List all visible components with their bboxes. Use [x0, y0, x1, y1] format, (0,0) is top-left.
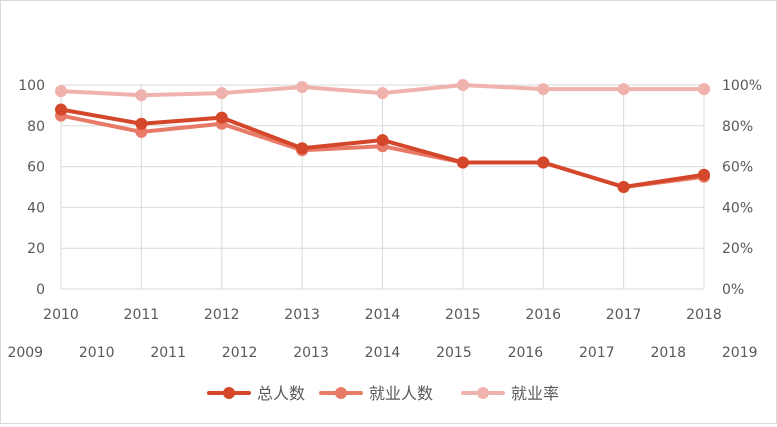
x-primary-tick-label: 2010 — [43, 307, 79, 323]
x-secondary-tick-label: 2016 — [508, 345, 544, 361]
x-primary-tick-label: 2011 — [124, 307, 160, 323]
x-secondary-tick-label: 2010 — [79, 345, 115, 361]
data-point — [215, 111, 228, 124]
y-left-tick-label: 60 — [27, 160, 45, 176]
x-primary-tick-label: 2015 — [445, 307, 481, 323]
data-point — [376, 87, 389, 100]
x-secondary-tick-label: 2019 — [722, 345, 758, 361]
y-left-tick-label: 80 — [27, 119, 45, 135]
data-point — [617, 83, 630, 96]
x-primary-tick-label: 2017 — [606, 307, 642, 323]
legend-marker — [335, 387, 347, 399]
y-left-tick-label: 0 — [36, 282, 45, 298]
data-point — [376, 134, 389, 147]
data-point — [456, 79, 469, 91]
legend-marker — [223, 387, 235, 399]
data-point — [296, 142, 309, 155]
x-primary-tick-label: 2013 — [284, 307, 320, 323]
y-right-tick-label: 20% — [722, 241, 753, 257]
y-right-tick-label: 40% — [722, 200, 753, 216]
x-secondary-tick-label: 2017 — [579, 345, 615, 361]
y-right-tick-label: 100% — [722, 78, 762, 94]
data-point — [55, 103, 67, 116]
x-secondary-tick-label: 2009 — [7, 345, 43, 361]
data-point — [537, 156, 550, 169]
y-left-tick-label: 40 — [27, 200, 45, 216]
x-primary-tick-label: 2014 — [365, 307, 401, 323]
data-point — [215, 87, 228, 100]
legend-marker — [477, 387, 489, 399]
x-primary-tick-label: 2012 — [204, 307, 240, 323]
x-secondary-tick-label: 2011 — [150, 345, 186, 361]
data-point — [537, 83, 550, 96]
data-point — [135, 117, 148, 130]
y-left-tick-label: 20 — [27, 241, 45, 257]
legend-label: 就业率 — [511, 384, 559, 403]
data-point — [698, 83, 710, 96]
x-primary-tick-label: 2018 — [686, 307, 722, 323]
y-right-tick-label: 60% — [722, 160, 753, 176]
data-point — [698, 168, 710, 181]
data-point — [617, 181, 630, 193]
data-point — [456, 156, 469, 169]
x-secondary-tick-label: 2015 — [436, 345, 472, 361]
data-point — [55, 85, 67, 98]
x-secondary-tick-label: 2018 — [650, 345, 686, 361]
legend-label: 总人数 — [257, 384, 305, 403]
y-left-tick-label: 100 — [18, 78, 45, 94]
data-point — [135, 89, 148, 102]
y-right-tick-label: 0% — [722, 282, 744, 298]
y-right-tick-label: 80% — [722, 119, 753, 135]
x-secondary-tick-label: 2012 — [222, 345, 258, 361]
data-point — [296, 81, 309, 94]
x-secondary-tick-label: 2014 — [365, 345, 401, 361]
legend-label: 就业人数 — [369, 384, 433, 403]
x-secondary-tick-label: 2013 — [293, 345, 329, 361]
x-primary-tick-label: 2016 — [525, 307, 561, 323]
